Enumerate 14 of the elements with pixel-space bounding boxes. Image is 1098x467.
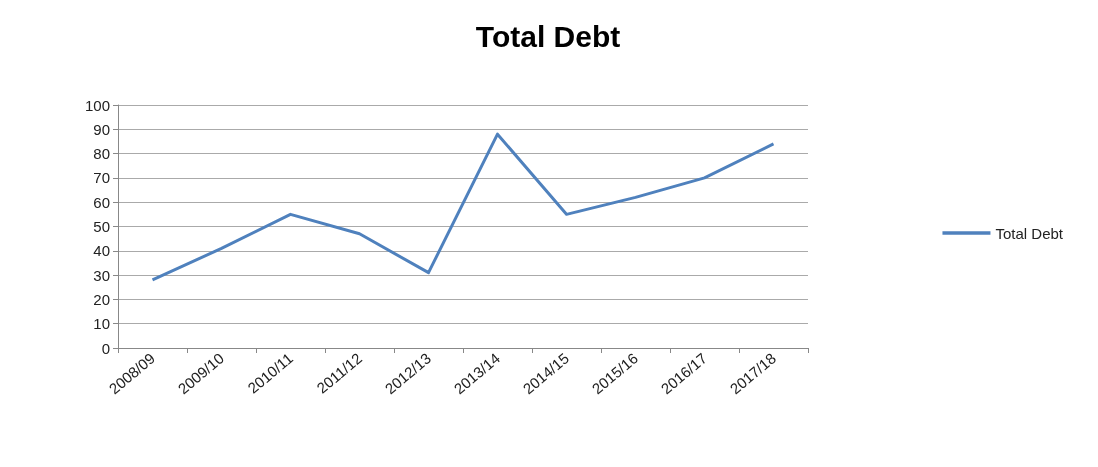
y-tick-label: 50	[93, 218, 110, 235]
line-series	[151, 132, 775, 282]
chart-title: Total Debt	[475, 19, 621, 53]
y-tick-label: 100	[84, 96, 110, 114]
y-tick-label: 30	[93, 266, 110, 284]
y-tick-label: 90	[93, 120, 110, 138]
y-tick-label: 0	[101, 339, 110, 357]
y-tick-label: 80	[93, 145, 110, 163]
y-tick-label: 60	[93, 193, 110, 211]
y-tick-label: 20	[93, 290, 110, 308]
y-tick-label: 10	[93, 315, 110, 333]
legend-label: Total Debt	[995, 224, 1064, 242]
y-tick-label: 40	[93, 242, 110, 260]
y-tick-label: 70	[93, 169, 110, 187]
